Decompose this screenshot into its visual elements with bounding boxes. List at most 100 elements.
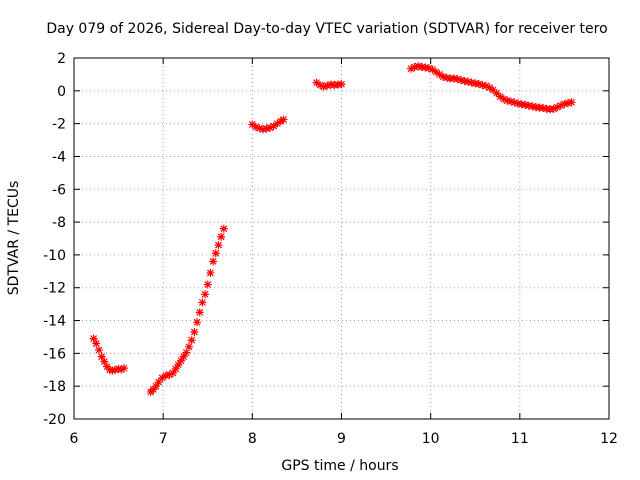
data-point (198, 298, 207, 307)
data-point (217, 232, 226, 241)
data-point (165, 370, 174, 379)
data-point (489, 85, 498, 94)
data-point (323, 81, 332, 90)
data-point (503, 96, 512, 105)
data-point (524, 101, 533, 110)
data-point (168, 369, 177, 378)
data-point (100, 357, 109, 366)
data-point (453, 75, 462, 84)
data-point (276, 117, 285, 126)
data-point (560, 99, 569, 108)
data-point (219, 224, 228, 233)
data-point (456, 76, 465, 85)
data-point (439, 72, 448, 81)
data-point (209, 257, 218, 266)
data-point (206, 268, 215, 277)
data-point (152, 382, 161, 391)
data-point (111, 365, 120, 374)
data-point (467, 78, 476, 87)
data-point (187, 336, 196, 345)
data-point (521, 100, 530, 109)
data-point (190, 328, 199, 337)
data-point (442, 73, 451, 82)
y-tick-label: -12 (43, 281, 66, 297)
data-point (201, 290, 210, 299)
data-point (316, 81, 325, 90)
data-point (117, 365, 126, 374)
data-point (211, 249, 220, 258)
data-point (119, 364, 128, 373)
data-point (193, 318, 202, 327)
data-point (105, 365, 114, 374)
data-point (262, 124, 271, 133)
data-point (528, 102, 537, 111)
data-point (460, 76, 469, 85)
data-point (248, 120, 257, 129)
y-tick-label: -20 (43, 412, 66, 428)
data-point (517, 100, 526, 109)
data-point (251, 122, 260, 131)
plot-frame (73, 57, 610, 420)
y-tick-label: -10 (43, 248, 66, 264)
data-point (279, 115, 288, 124)
data-point (478, 81, 487, 90)
data-point (506, 97, 515, 106)
y-tick-label: 2 (57, 51, 66, 67)
data-point (312, 78, 321, 87)
data-point (424, 64, 433, 73)
data-point (435, 70, 444, 79)
data-point (108, 366, 117, 375)
y-tick-label: -2 (52, 117, 66, 133)
data-point (539, 104, 548, 113)
data-point (273, 119, 282, 128)
x-tick-label: 11 (511, 431, 529, 447)
data-point (214, 241, 223, 250)
data-point (496, 92, 505, 101)
data-point (266, 123, 275, 132)
data-point (510, 98, 519, 107)
data-point (499, 95, 508, 104)
x-tick-label: 9 (337, 431, 346, 447)
data-points (89, 62, 576, 396)
data-point (553, 103, 562, 112)
data-point (171, 364, 180, 373)
data-point (161, 371, 170, 380)
data-point (182, 348, 191, 357)
y-tick-label: -4 (52, 149, 66, 165)
data-point (485, 83, 494, 92)
x-axis-label: GPS time / hours (281, 458, 398, 474)
data-point (174, 360, 183, 369)
x-tick-label: 6 (70, 431, 79, 447)
y-tick-label: -6 (52, 182, 66, 198)
chart-title: Day 079 of 2026, Sidereal Day-to-day VTE… (46, 21, 607, 37)
data-point (492, 89, 501, 98)
data-point (464, 77, 473, 86)
data-point (185, 342, 194, 351)
data-point (97, 352, 106, 361)
data-point (481, 81, 490, 90)
data-point (158, 373, 167, 382)
data-point (195, 308, 204, 317)
x-tick-label: 7 (159, 431, 168, 447)
data-point (94, 346, 103, 355)
data-point (92, 339, 101, 348)
data-point (89, 334, 98, 343)
data-point (410, 63, 419, 72)
data-point (514, 99, 523, 108)
data-point (421, 63, 430, 72)
y-tick-label: -18 (43, 379, 66, 395)
data-point (428, 65, 437, 74)
data-point (319, 82, 328, 91)
data-point (177, 356, 185, 365)
y-tick-label: -8 (52, 215, 66, 231)
data-point (474, 79, 483, 88)
data-point (563, 99, 572, 108)
x-tick-label: 12 (600, 431, 618, 447)
y-tick-label: -16 (43, 346, 66, 362)
data-point (337, 80, 346, 89)
grid-lines (74, 58, 609, 419)
data-point (179, 352, 188, 361)
data-point (255, 124, 264, 133)
data-point (154, 378, 163, 387)
